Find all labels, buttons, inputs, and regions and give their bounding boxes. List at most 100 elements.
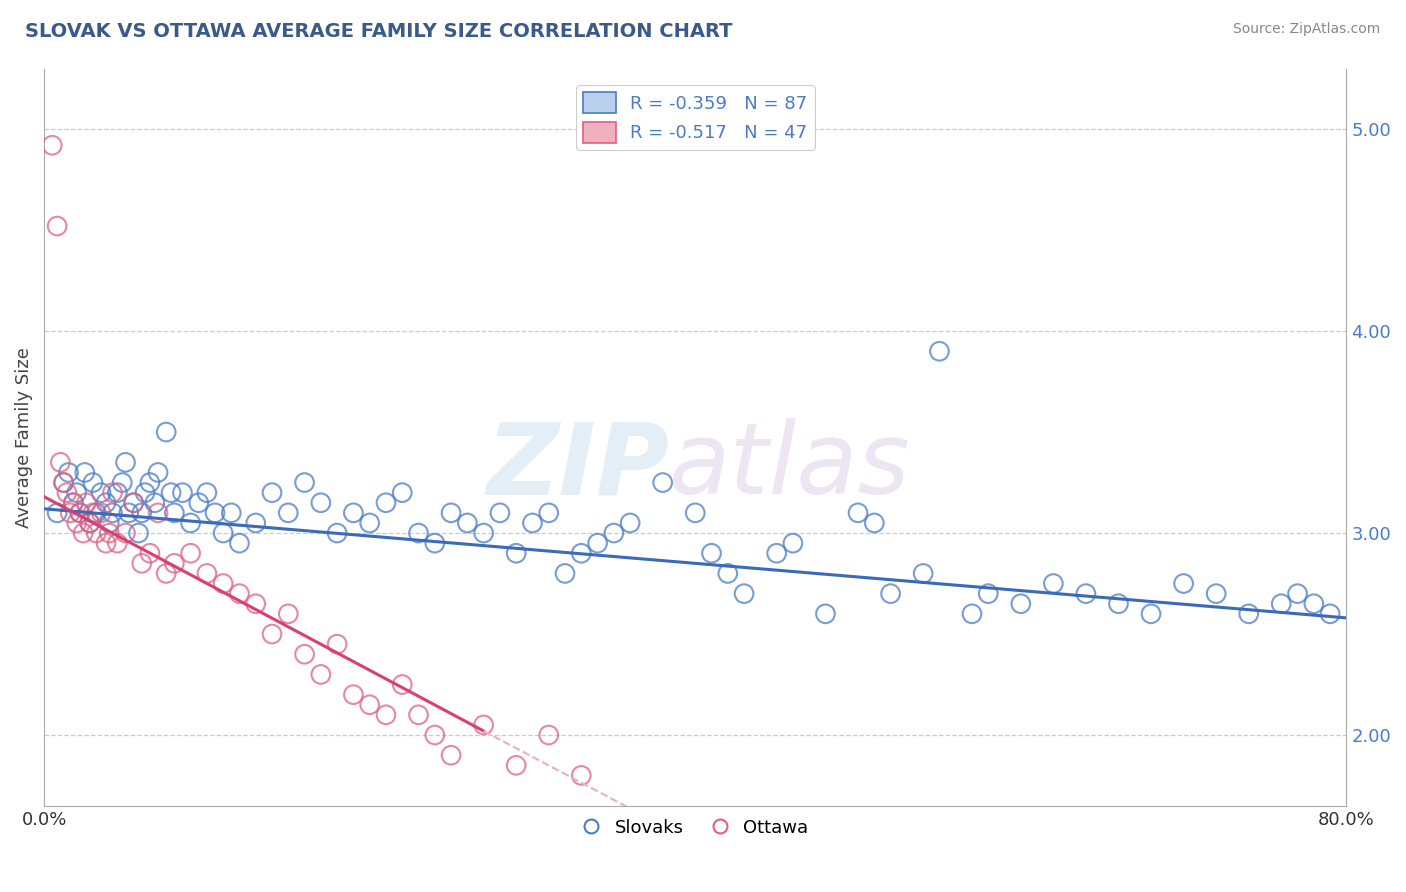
Point — [260, 485, 283, 500]
Point — [326, 637, 349, 651]
Point — [863, 516, 886, 530]
Point — [131, 506, 153, 520]
Point — [75, 496, 97, 510]
Point — [46, 219, 69, 233]
Point — [569, 768, 592, 782]
Point — [101, 506, 124, 520]
Point — [79, 516, 101, 530]
Point — [294, 475, 316, 490]
Point — [79, 516, 101, 530]
Point — [717, 566, 740, 581]
Point — [90, 506, 112, 520]
Point — [1173, 576, 1195, 591]
Point — [98, 526, 121, 541]
Point — [72, 526, 94, 541]
Point — [1302, 597, 1324, 611]
Point — [294, 647, 316, 661]
Point — [619, 516, 641, 530]
Text: atlas: atlas — [669, 418, 911, 515]
Point — [1074, 587, 1097, 601]
Point — [375, 496, 398, 510]
Point — [180, 546, 202, 560]
Point — [131, 557, 153, 571]
Point — [139, 546, 162, 560]
Point — [1270, 597, 1292, 611]
Point — [440, 506, 463, 520]
Point — [846, 506, 869, 520]
Point — [143, 496, 166, 510]
Point — [472, 718, 495, 732]
Point — [105, 485, 128, 500]
Point — [1286, 587, 1309, 601]
Point — [1010, 597, 1032, 611]
Point — [114, 526, 136, 541]
Point — [879, 587, 901, 601]
Point — [537, 506, 560, 520]
Point — [960, 607, 983, 621]
Point — [52, 475, 75, 490]
Point — [69, 506, 91, 520]
Point — [586, 536, 609, 550]
Point — [66, 516, 89, 530]
Point — [1042, 576, 1064, 591]
Point — [62, 496, 84, 510]
Point — [782, 536, 804, 550]
Point — [309, 496, 332, 510]
Point — [391, 485, 413, 500]
Point — [90, 485, 112, 500]
Point — [180, 516, 202, 530]
Point — [122, 496, 145, 510]
Point — [122, 496, 145, 510]
Point — [146, 506, 169, 520]
Point — [212, 576, 235, 591]
Point — [66, 485, 89, 500]
Point — [82, 475, 104, 490]
Point — [94, 496, 117, 510]
Point — [134, 485, 156, 500]
Point — [163, 506, 186, 520]
Point — [309, 667, 332, 681]
Point — [260, 627, 283, 641]
Point — [408, 526, 430, 541]
Point — [73, 466, 96, 480]
Point — [221, 506, 243, 520]
Point — [342, 506, 364, 520]
Point — [277, 607, 299, 621]
Point — [163, 557, 186, 571]
Point — [155, 425, 177, 439]
Point — [1108, 597, 1130, 611]
Point — [423, 536, 446, 550]
Point — [128, 526, 150, 541]
Point — [537, 728, 560, 742]
Point — [977, 587, 1000, 601]
Point — [46, 506, 69, 520]
Point — [195, 485, 218, 500]
Point — [228, 587, 250, 601]
Point — [160, 485, 183, 500]
Text: ZIP: ZIP — [486, 418, 669, 515]
Text: Source: ZipAtlas.com: Source: ZipAtlas.com — [1233, 22, 1381, 37]
Point — [245, 516, 267, 530]
Point — [408, 707, 430, 722]
Point — [375, 707, 398, 722]
Point — [94, 536, 117, 550]
Point — [522, 516, 544, 530]
Point — [733, 587, 755, 601]
Point — [49, 455, 72, 469]
Point — [172, 485, 194, 500]
Point — [505, 758, 527, 772]
Point — [700, 546, 723, 560]
Point — [41, 138, 63, 153]
Point — [603, 526, 626, 541]
Point — [456, 516, 478, 530]
Text: SLOVAK VS OTTAWA AVERAGE FAMILY SIZE CORRELATION CHART: SLOVAK VS OTTAWA AVERAGE FAMILY SIZE COR… — [25, 22, 733, 41]
Point — [277, 506, 299, 520]
Point — [195, 566, 218, 581]
Point — [1319, 607, 1341, 621]
Point — [105, 536, 128, 550]
Point — [1140, 607, 1163, 621]
Point — [569, 546, 592, 560]
Point — [101, 485, 124, 500]
Point — [505, 546, 527, 560]
Point — [52, 475, 75, 490]
